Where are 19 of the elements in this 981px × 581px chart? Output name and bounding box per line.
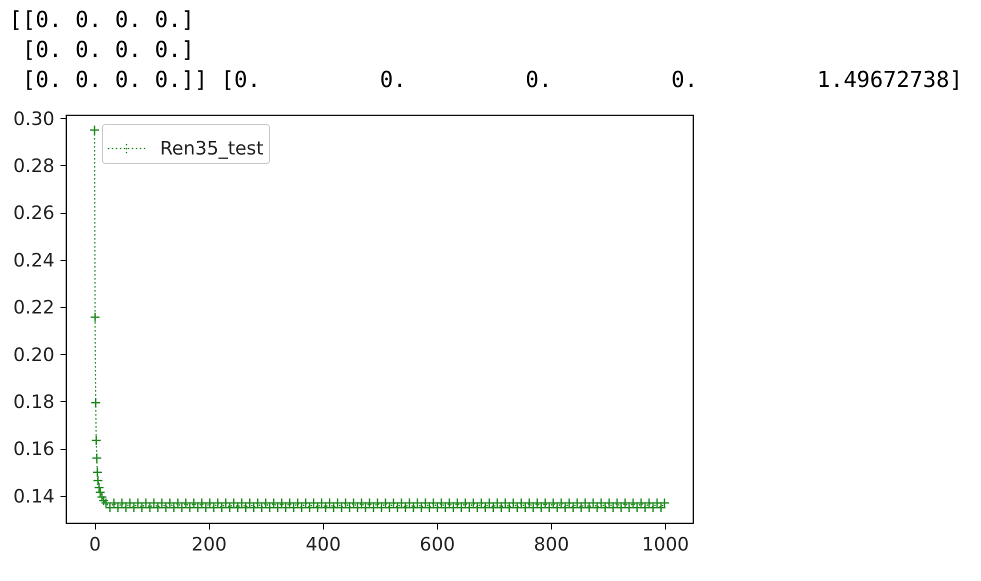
y-tick-label: 0.18 [13,392,54,413]
x-tick-label: 200 [191,534,227,556]
y-tick-label: 0.20 [13,344,54,366]
x-tick-label: 400 [306,534,341,556]
text: [[0. 0. 0. 0.] [9,8,194,33]
x-tick-label: 800 [534,534,570,556]
y-tick-label: 0.30 [13,108,54,130]
x-tick-label: 0 [89,534,101,556]
y-tick-label: 0.14 [13,486,54,508]
text: [0. 0. 0. 0.]] [0. 0. 0. 0. 1.49672738] [22,68,963,93]
x-tick-label: 1000 [642,534,690,556]
y-tick-label: 0.26 [13,203,54,224]
y-tick-label: 0.28 [13,156,54,177]
text: [0. 0. 0. 0.] [22,38,194,63]
legend-label: Ren35_test [160,138,264,160]
y-tick-label: 0.22 [13,298,54,319]
y-tick-label: 0.16 [13,439,54,460]
x-tick-label: 600 [420,534,455,556]
y-tick-label: 0.24 [13,250,54,272]
